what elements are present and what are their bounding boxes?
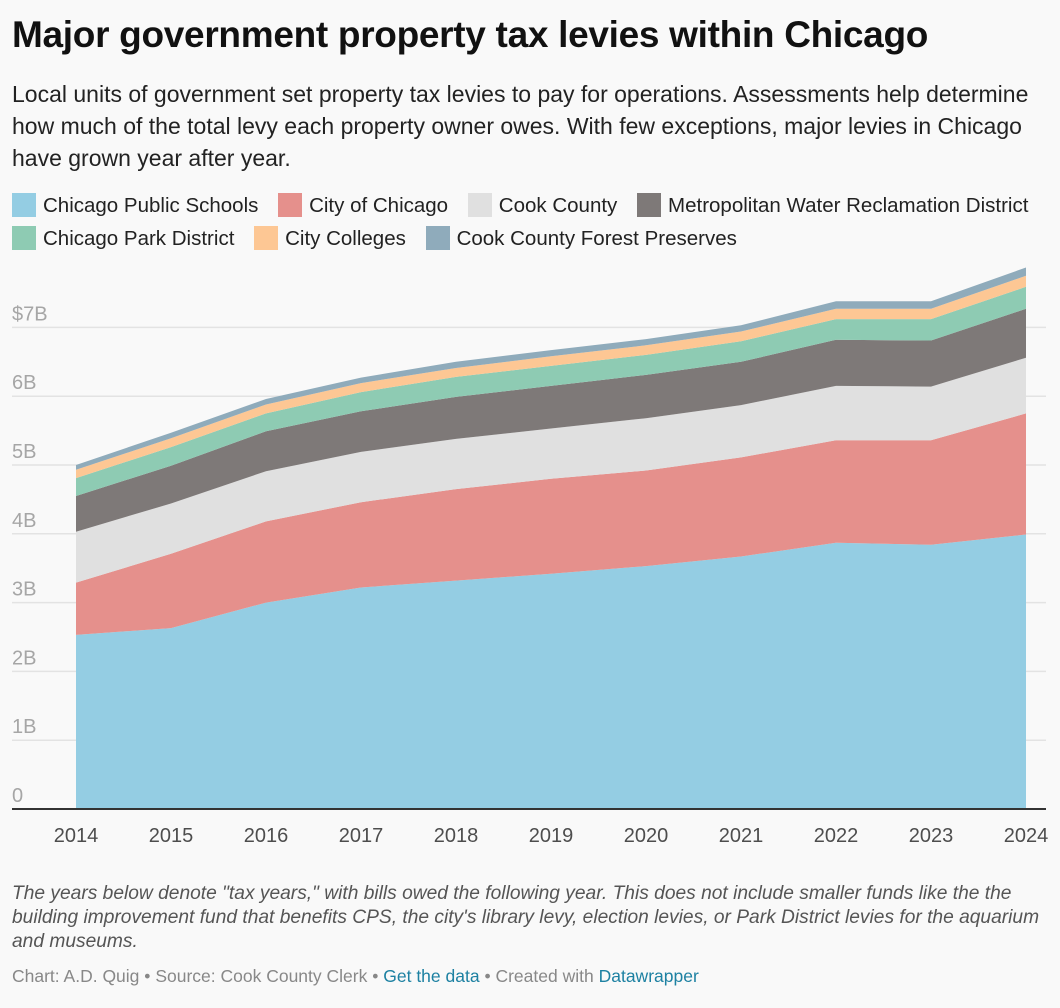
legend-item: Chicago Park District (12, 225, 235, 250)
legend-label: Cook County (498, 194, 618, 217)
legend-swatch (467, 193, 492, 217)
area-chicago-public-schools (76, 534, 1026, 809)
y-tick-label: $7B (12, 303, 48, 325)
legend-item: City Colleges (254, 225, 406, 250)
x-tick-label: 2017 (339, 825, 384, 847)
footer-separator: • (372, 966, 379, 986)
x-tick-label: 2024 (1004, 825, 1049, 847)
legend-swatch (425, 225, 450, 250)
x-tick-label: 2014 (54, 825, 99, 847)
footer-separator: • (484, 966, 491, 986)
legend-item: City of Chicago (278, 193, 449, 217)
legend-swatch (637, 193, 662, 217)
footer-source: Source: Cook County Clerk (155, 966, 368, 986)
legend-item: Chicago Public Schools (12, 193, 259, 217)
chart-title: Major government property tax levies wit… (12, 14, 929, 55)
x-tick-label: 2022 (814, 825, 859, 847)
y-tick-label: 5B (12, 441, 36, 463)
chart-subtitle: Local units of government set property t… (12, 81, 1029, 171)
area-city-colleges (76, 275, 1026, 479)
x-tick-label: 2021 (719, 825, 764, 847)
area-cook-county (76, 357, 1026, 583)
legend-swatch (12, 225, 36, 250)
legend-label: Chicago Public Schools (43, 194, 259, 217)
legend-label: Metropolitan Water Reclamation District (668, 194, 1029, 217)
legend-label: City Colleges (285, 226, 406, 250)
y-tick-label: 2B (12, 647, 36, 669)
legend-label: City of Chicago (309, 194, 449, 217)
area-city-of-chicago (76, 413, 1026, 635)
legend-swatch (254, 225, 279, 250)
legend-swatch (278, 193, 303, 217)
footer-separator: • (144, 966, 151, 986)
y-tick-label: 3B (12, 579, 36, 601)
legend-item: Cook County (467, 193, 618, 217)
footer-credit: Chart: A.D. Quig (12, 966, 140, 986)
legend-label: Cook County Forest Preserves (456, 226, 737, 250)
chart-notes: The years below denote "tax years," with… (12, 883, 1040, 952)
y-tick-label: 4B (12, 510, 36, 532)
chart-footer: Chart: A.D. Quig • Source: Cook County C… (12, 966, 699, 987)
chart-legend: Chicago Public Schools City of Chicago C… (12, 190, 1048, 255)
legend-swatch (12, 193, 36, 217)
x-tick-label: 2015 (149, 825, 194, 847)
y-tick-label: 6B (12, 372, 36, 394)
legend-item: Metropolitan Water Reclamation District (637, 193, 1029, 217)
area-chicago-park-district (76, 286, 1026, 496)
datawrapper-link[interactable]: Datawrapper (598, 966, 699, 986)
area-cook-county-forest-preserves (76, 267, 1026, 470)
y-tick-label: 0 (12, 785, 23, 807)
footer-created-with: Created with (495, 966, 594, 986)
x-tick-label: 2019 (529, 825, 574, 847)
y-tick-label: 1B (12, 716, 36, 738)
x-tick-label: 2018 (434, 825, 479, 847)
legend-label: Chicago Park District (43, 226, 235, 250)
x-tick-label: 2016 (244, 825, 289, 847)
get-the-data-link[interactable]: Get the data (383, 966, 480, 986)
legend-item: Cook County Forest Preserves (425, 225, 737, 250)
stacked-area-chart: 0 1B 2B 3B 4B 5B 6B $7B 2014 2015 2016 2017 2018 2019… (12, 267, 1049, 847)
area-metropolitan-water-reclamation-district (76, 308, 1026, 532)
x-tick-label: 2020 (624, 825, 669, 847)
x-tick-label: 2023 (909, 825, 954, 847)
